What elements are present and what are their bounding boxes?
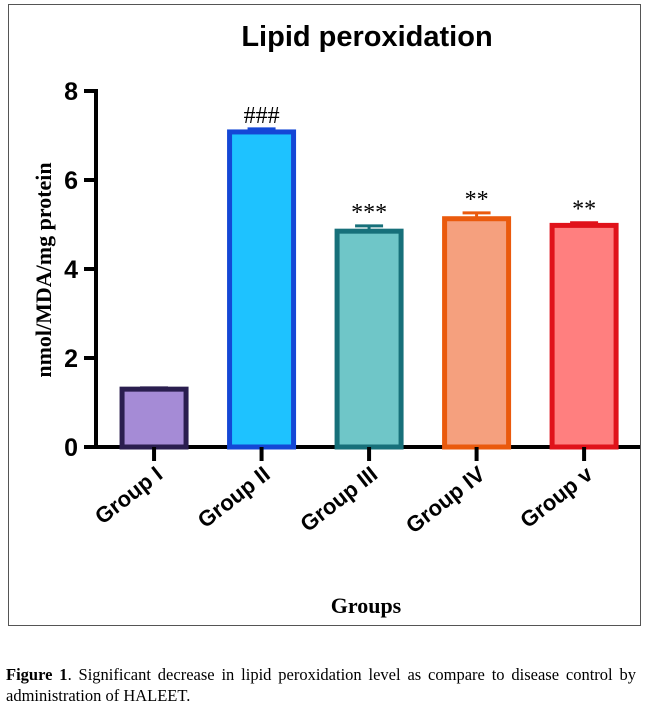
caption-text: . Significant decrease in lipid peroxida…: [6, 665, 636, 705]
figure-caption: Figure 1. Significant decrease in lipid …: [6, 664, 636, 706]
y-tick-label: 2: [64, 345, 78, 373]
x-axis-label: Groups: [331, 593, 402, 618]
y-axis-label: nmol/MDA/mg protein: [31, 162, 56, 377]
significance-label: **: [572, 197, 596, 223]
y-tick-label: 4: [64, 256, 78, 284]
significance-label: **: [465, 187, 489, 213]
significance-label: ###: [244, 103, 280, 129]
x-tick-label: Group I: [90, 461, 167, 529]
bar: [119, 386, 189, 450]
bar: [227, 129, 297, 450]
significance-label: ***: [351, 200, 387, 226]
x-tick-label: Group II: [193, 461, 275, 533]
caption-label: Figure 1: [6, 665, 68, 684]
x-tick-label: Group III: [295, 461, 382, 536]
bar: [442, 216, 512, 450]
bar-chart: Lipid peroxidation nmol/MDA/mg protein G…: [31, 21, 640, 618]
figure-frame: [8, 4, 641, 626]
bar: [549, 222, 619, 450]
y-tick-label: 6: [64, 167, 78, 195]
x-tick-label: Group v: [515, 461, 597, 533]
bar: [334, 228, 404, 450]
y-tick-label: 0: [64, 434, 78, 462]
chart-title: Lipid peroxidation: [241, 21, 492, 53]
x-tick-label: Group IV: [401, 461, 490, 538]
plot-area: 0 2 4 6 8 Group I ### Group II *** Group III ** Gro…: [64, 78, 640, 538]
y-tick-label: 8: [64, 78, 78, 106]
